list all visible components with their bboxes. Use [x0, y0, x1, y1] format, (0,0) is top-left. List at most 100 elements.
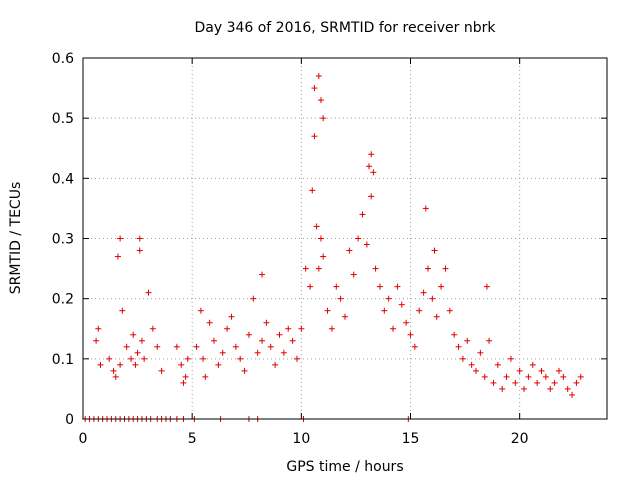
data-point: [464, 337, 471, 344]
data-point: [136, 247, 143, 254]
data-point: [215, 361, 222, 368]
data-point: [245, 331, 252, 338]
data-point: [149, 325, 156, 332]
data-point: [228, 313, 235, 320]
data-point: [551, 379, 558, 386]
data-point: [342, 313, 348, 320]
data-points: [82, 73, 584, 422]
data-point: [224, 325, 231, 332]
data-point: [130, 331, 137, 338]
y-tick-label: 0.2: [52, 292, 74, 308]
data-point: [93, 337, 100, 344]
data-point: [455, 343, 462, 350]
data-point: [542, 373, 549, 380]
data-point: [178, 361, 185, 368]
data-point: [128, 355, 135, 362]
data-point: [350, 271, 357, 278]
data-point: [512, 379, 519, 386]
data-point: [298, 325, 305, 332]
data-point: [346, 247, 353, 254]
data-point: [311, 85, 318, 92]
data-point: [232, 343, 239, 350]
data-point: [420, 289, 427, 296]
data-point: [429, 295, 436, 302]
data-point: [407, 331, 414, 338]
y-tick-label: 0.6: [52, 51, 74, 67]
data-point: [263, 319, 270, 326]
data-point: [573, 379, 580, 386]
data-point: [154, 343, 161, 350]
y-tick-label: 0.4: [52, 171, 74, 187]
data-point: [534, 379, 541, 386]
data-point: [521, 385, 528, 392]
x-tick-label: 10: [292, 431, 310, 447]
data-point: [398, 301, 405, 308]
data-point: [477, 349, 484, 356]
data-point: [394, 283, 401, 290]
data-point: [547, 385, 554, 392]
data-point: [315, 73, 322, 80]
data-point: [483, 283, 490, 290]
data-point: [507, 355, 514, 362]
data-point: [200, 355, 207, 362]
data-point: [254, 349, 261, 356]
data-point: [359, 211, 366, 218]
y-tick-label: 0: [65, 412, 74, 428]
data-point: [366, 163, 373, 170]
chart-title: Day 346 of 2016, SRMTID for receiver nbr…: [194, 20, 496, 36]
y-tick-label: 0.3: [52, 232, 74, 248]
data-point: [564, 385, 571, 392]
data-point: [276, 331, 283, 338]
data-point: [317, 235, 324, 242]
data-point: [211, 337, 217, 344]
data-point: [529, 361, 536, 368]
data-point: [320, 115, 327, 122]
data-point: [320, 253, 327, 260]
data-point: [499, 385, 506, 392]
data-point: [328, 325, 335, 332]
data-point: [311, 133, 318, 140]
data-point: [180, 379, 187, 386]
data-point: [403, 319, 410, 326]
data-point: [431, 247, 438, 254]
data-point: [442, 265, 449, 272]
data-point: [438, 283, 445, 290]
data-point: [219, 349, 226, 356]
data-point: [459, 355, 466, 362]
data-point: [503, 373, 510, 380]
data-point: [368, 193, 375, 200]
data-point: [490, 379, 497, 386]
data-point: [468, 361, 475, 368]
data-point: [110, 367, 117, 374]
y-tick-label: 0.1: [52, 352, 74, 368]
data-point: [446, 307, 453, 314]
data-point: [494, 361, 501, 368]
data-point: [577, 373, 584, 380]
data-point: [363, 241, 370, 248]
data-point: [307, 283, 314, 290]
data-point: [381, 307, 388, 314]
data-point: [376, 283, 383, 290]
y-tick-label: 0.5: [52, 111, 74, 127]
data-point: [202, 373, 209, 380]
data-point: [123, 343, 130, 350]
data-point: [390, 325, 397, 332]
data-point: [433, 313, 440, 320]
data-point: [267, 343, 274, 350]
data-point: [184, 355, 191, 362]
data-point: [368, 151, 375, 158]
data-point: [473, 367, 479, 374]
data-point: [97, 361, 104, 368]
data-point: [119, 307, 126, 314]
plot-frame: [82, 57, 608, 420]
data-point: [289, 337, 296, 344]
data-point: [302, 265, 309, 272]
data-point: [259, 271, 266, 278]
data-point: [538, 367, 545, 374]
data-point: [416, 307, 423, 314]
data-point: [422, 205, 429, 212]
data-point: [117, 235, 124, 242]
data-point: [486, 337, 493, 344]
data-point: [280, 349, 287, 356]
